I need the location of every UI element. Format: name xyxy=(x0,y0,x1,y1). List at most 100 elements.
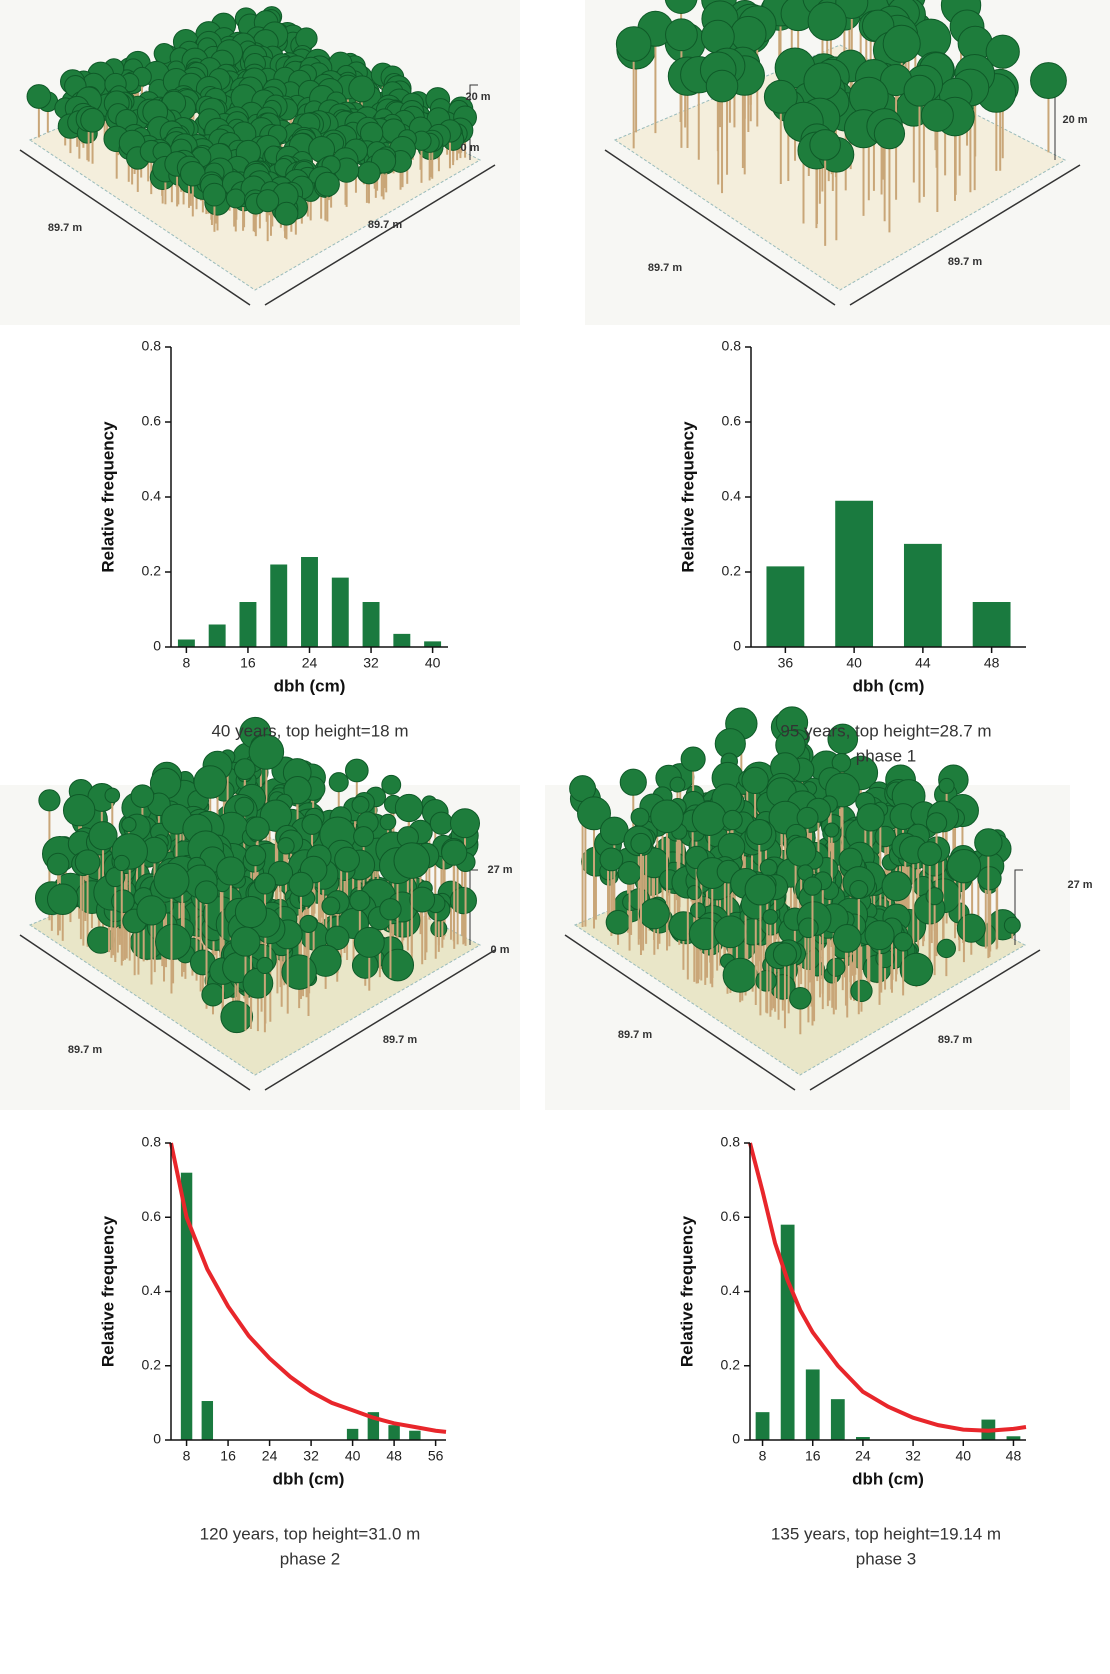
tree-crown xyxy=(939,778,954,793)
x-tick-label: 40 xyxy=(955,1448,971,1464)
y-tick-label: 0.4 xyxy=(142,488,162,504)
y-tick-label: 0.6 xyxy=(722,413,742,429)
tree-crown xyxy=(666,19,698,51)
x-tick-label: 48 xyxy=(1006,1448,1022,1464)
y-tick-label: 0 xyxy=(733,638,741,654)
caption: 120 years, top height=31.0 m xyxy=(200,1524,421,1543)
scene-label: 20 m xyxy=(465,91,490,103)
fitted-curve xyxy=(171,1143,446,1432)
tree-crown xyxy=(354,827,374,847)
y-tick-label: 0.2 xyxy=(142,1356,162,1372)
tree-crown xyxy=(382,775,401,794)
tree-crown xyxy=(39,790,60,811)
bar xyxy=(806,1369,820,1440)
x-tick-label: 40 xyxy=(345,1448,361,1464)
tree-crown xyxy=(156,924,191,959)
y-tick-label: 0 xyxy=(153,1431,161,1447)
tree-crown xyxy=(349,76,375,102)
tree-crown xyxy=(786,837,815,866)
tree-crown xyxy=(226,189,245,208)
x-tick-label: 24 xyxy=(302,655,318,671)
tree-crown xyxy=(978,867,1001,890)
tree-crown xyxy=(825,823,839,837)
scene-label: 27 m xyxy=(487,864,512,876)
tree-crown xyxy=(203,183,226,206)
tree-crown xyxy=(631,808,649,826)
tree-crown xyxy=(851,980,872,1001)
forest-scene xyxy=(0,0,520,325)
tree-crown xyxy=(47,884,78,915)
tree-crown xyxy=(947,849,980,882)
tree-crown xyxy=(194,766,226,798)
tree-crown xyxy=(670,777,685,792)
tree-crown xyxy=(937,939,955,957)
caption: phase 1 xyxy=(856,746,917,765)
tree-crown xyxy=(833,925,861,953)
tree-crown xyxy=(202,984,224,1006)
tree-crown xyxy=(345,759,368,782)
bar xyxy=(363,602,380,647)
tree-crown xyxy=(639,899,669,929)
tree-crown xyxy=(275,202,298,225)
tree-crown xyxy=(957,914,985,942)
x-tick-label: 36 xyxy=(778,655,794,671)
tree-crown xyxy=(122,817,136,831)
tree-crown xyxy=(808,2,846,40)
y-tick-label: 0.2 xyxy=(722,563,742,579)
caption: 135 years, top height=19.14 m xyxy=(771,1524,1001,1543)
tree-crown xyxy=(882,871,911,900)
tree-crown xyxy=(352,796,369,813)
bar xyxy=(388,1425,399,1440)
tree-crown xyxy=(756,970,777,991)
tree-crown xyxy=(926,888,943,905)
tree-crown xyxy=(235,897,266,928)
x-axis-title: dbh (cm) xyxy=(274,676,346,695)
scene-label: 20 m xyxy=(1062,114,1087,126)
bar xyxy=(835,501,873,647)
bar xyxy=(781,1225,795,1440)
forest-scene xyxy=(585,0,1110,325)
bar xyxy=(270,565,287,648)
tree-crown xyxy=(63,794,94,825)
tree-crown xyxy=(302,814,322,834)
tree-crown xyxy=(900,953,933,986)
tree-crown xyxy=(354,927,384,957)
tree-crown xyxy=(410,887,435,912)
tree-crown xyxy=(731,16,766,51)
tree-crown xyxy=(804,63,841,100)
y-axis-title: Relative frequency xyxy=(678,421,697,573)
tree-crown xyxy=(606,910,630,934)
tree-crown xyxy=(681,747,705,771)
x-tick-label: 48 xyxy=(386,1448,402,1464)
tree-crown xyxy=(763,909,778,924)
tree-crown xyxy=(723,958,757,992)
bar xyxy=(332,578,349,647)
y-tick-label: 0.2 xyxy=(142,563,162,579)
y-tick-label: 0.8 xyxy=(142,1134,162,1150)
tree-crown xyxy=(442,840,467,865)
bar xyxy=(831,1399,845,1440)
tree-crown xyxy=(692,801,726,835)
tree-crown xyxy=(450,809,479,838)
bar xyxy=(973,602,1011,647)
y-axis-title: Relative frequency xyxy=(98,421,117,573)
tree-crown xyxy=(278,838,294,854)
tree-crown xyxy=(380,814,396,830)
tree-crown xyxy=(394,843,430,879)
tree-crown xyxy=(760,859,777,876)
x-tick-label: 8 xyxy=(182,655,190,671)
tree-crown xyxy=(975,829,1002,856)
x-tick-label: 24 xyxy=(855,1448,871,1464)
tree-crown xyxy=(289,872,313,896)
scene-label: 27 m xyxy=(1067,879,1092,891)
bar xyxy=(301,557,318,647)
x-tick-label: 32 xyxy=(303,1448,319,1464)
tree-crown xyxy=(747,819,772,844)
tree-crown xyxy=(257,957,273,973)
y-tick-label: 0.2 xyxy=(721,1356,741,1372)
tree-crown xyxy=(131,785,154,808)
y-tick-label: 0.6 xyxy=(142,1208,162,1224)
bar xyxy=(178,640,195,648)
bar xyxy=(347,1429,358,1440)
tree-crown xyxy=(195,881,218,904)
